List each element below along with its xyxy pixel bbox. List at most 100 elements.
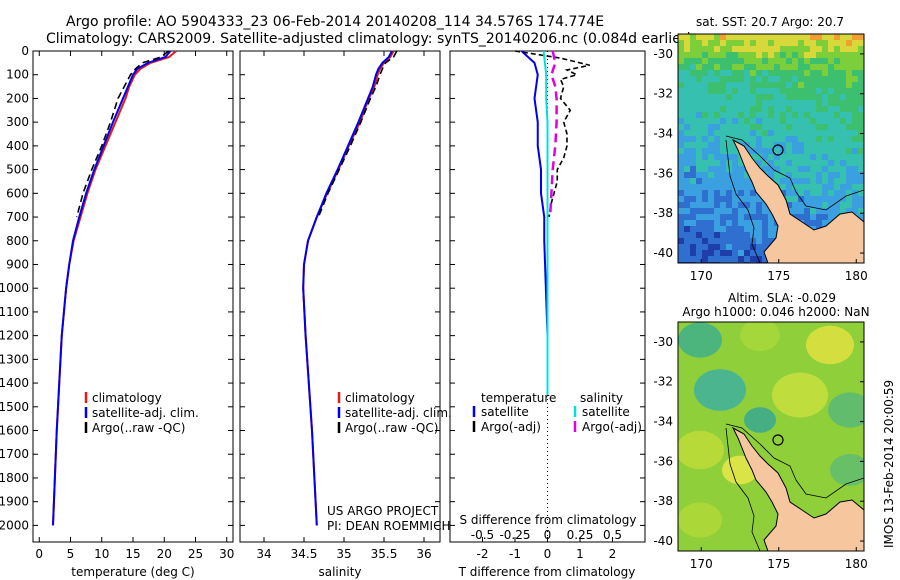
sst-cell — [714, 184, 720, 190]
sst-cell — [744, 52, 750, 58]
sst-cell — [816, 76, 822, 82]
sst-cell — [858, 214, 864, 220]
sst-cell — [714, 100, 720, 106]
sst-cell — [750, 184, 756, 190]
sst-cell — [702, 58, 708, 64]
sst-cell — [846, 76, 852, 82]
sst-cell — [702, 46, 708, 52]
sst-cell — [750, 52, 756, 58]
sst-cell — [762, 88, 768, 94]
sst-cell — [798, 34, 804, 40]
sst-cell — [726, 82, 732, 88]
sst-cell — [696, 226, 702, 232]
sst-cell — [732, 136, 738, 142]
sst-cell — [786, 178, 792, 184]
sst-cell — [702, 220, 708, 226]
y-tick-label: 2000 — [0, 518, 29, 532]
sst-cell — [720, 166, 726, 172]
sst-cell — [732, 256, 738, 262]
sst-cell — [768, 46, 774, 52]
sst-cell — [780, 160, 786, 166]
sst-cell — [696, 238, 702, 244]
sst-cell — [708, 100, 714, 106]
sst-cell — [762, 136, 768, 142]
sst-cell — [852, 64, 858, 70]
y-tick-label: 1000 — [0, 281, 29, 295]
sst-cell — [828, 100, 834, 106]
sst-cell — [816, 118, 822, 124]
sst-cell — [810, 196, 816, 202]
sst-cell — [726, 214, 732, 220]
sst-cell — [786, 52, 792, 58]
sst-cell — [684, 160, 690, 166]
series-line-temperature-argo-adj- — [514, 50, 590, 218]
sst-map-frame — [677, 33, 865, 264]
sst-cell — [678, 226, 684, 232]
sst-cell — [702, 136, 708, 142]
sst-cell — [858, 52, 864, 58]
sst-cell — [774, 106, 780, 112]
sst-cell — [690, 160, 696, 166]
sst-cell — [726, 184, 732, 190]
x-tick-label: 35 — [336, 547, 351, 561]
sst-cell — [744, 112, 750, 118]
sst-cell — [846, 88, 852, 94]
sst-cell — [780, 100, 786, 106]
sst-cell — [864, 82, 870, 88]
sst-cell — [816, 214, 822, 220]
sst-cell — [696, 124, 702, 130]
sst-cell — [864, 58, 870, 64]
sst-cell — [756, 202, 762, 208]
sst-cell — [678, 166, 684, 172]
sst-cell — [702, 112, 708, 118]
sst-cell — [714, 208, 720, 214]
sst-cell — [678, 202, 684, 208]
sst-cell — [858, 88, 864, 94]
y-tick-label: 400 — [6, 139, 29, 153]
sla-blob — [694, 369, 746, 411]
sst-cell — [762, 34, 768, 40]
sst-cell — [774, 136, 780, 142]
sst-cell — [720, 136, 726, 142]
sla-map-ticks: 170 175 180 -30 -32 -34 -36 -38 -40 — [653, 335, 867, 571]
sst-cell — [678, 58, 684, 64]
sst-cell — [774, 82, 780, 88]
sst-cell — [864, 226, 870, 232]
difference-xlabel-top: S difference from climatology — [460, 513, 637, 527]
sst-cell — [792, 34, 798, 40]
sst-cell — [750, 118, 756, 124]
sst-cell — [810, 220, 816, 226]
sst-cell — [828, 106, 834, 112]
sst-cell — [822, 178, 828, 184]
sst-cell — [816, 154, 822, 160]
sst-cell — [762, 142, 768, 148]
sst-cell — [696, 100, 702, 106]
sst-cell — [708, 232, 714, 238]
sst-cell — [828, 118, 834, 124]
sst-cell — [696, 58, 702, 64]
sst-cell — [864, 76, 870, 82]
sla-isobath — [725, 423, 864, 499]
sst-cell — [804, 58, 810, 64]
sst-cell — [822, 118, 828, 124]
sst-cell — [828, 130, 834, 136]
sst-cell — [684, 34, 690, 40]
sst-cell — [750, 196, 756, 202]
sst-cell — [786, 82, 792, 88]
sst-cell — [684, 70, 690, 76]
sst-cell — [726, 232, 732, 238]
sst-cell — [852, 70, 858, 76]
sst-cell — [804, 220, 810, 226]
sst-cell — [720, 232, 726, 238]
sst-cell — [708, 130, 714, 136]
sst-cell — [768, 238, 774, 244]
sst-cell — [846, 52, 852, 58]
sst-cell — [768, 214, 774, 220]
sst-cell — [708, 34, 714, 40]
sst-cell — [780, 184, 786, 190]
sst-cell — [684, 130, 690, 136]
sst-cell — [702, 142, 708, 148]
sst-cell — [690, 118, 696, 124]
sst-cell — [726, 202, 732, 208]
sst-cell — [822, 214, 828, 220]
